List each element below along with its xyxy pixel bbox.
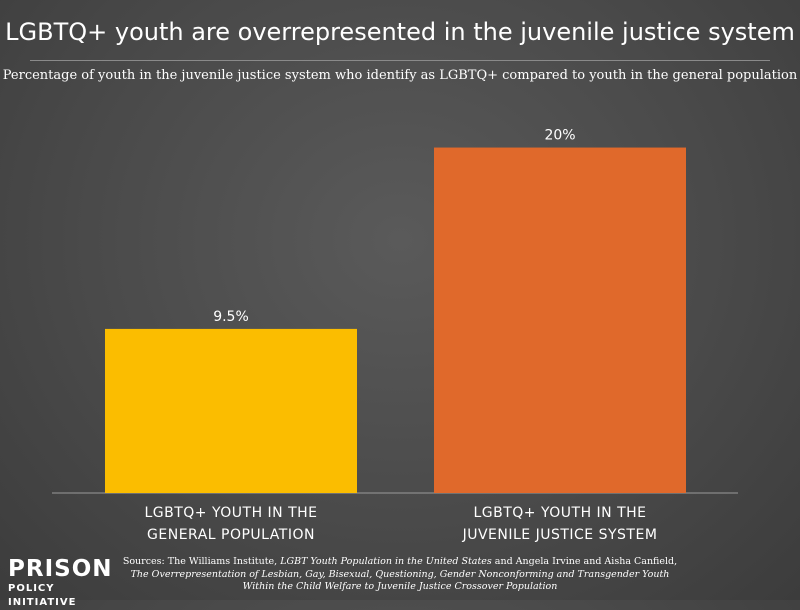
chart-subtitle: Percentage of youth in the juvenile just… [2, 68, 798, 83]
source-text: Sources: The Williams Institute, [122, 556, 281, 567]
source-title: LGBT Youth Population in the United Stat… [280, 556, 492, 567]
data-label: 9.5% [213, 309, 249, 325]
title-divider [30, 60, 770, 61]
prison-policy-initiative-logo: PRISON POLICY INITIATIVE [8, 556, 113, 610]
source-title: The Overrepresentation of Lesbian, Gay, … [130, 568, 670, 593]
logo-wordmark-bottom: POLICY INITIATIVE [8, 583, 77, 608]
source-text: and Angela Irvine and Aisha Canfield, [491, 556, 678, 567]
category-label-line: LGBTQ+ YOUTH IN THE [473, 505, 647, 521]
logo-wordmark-top: PRISON [8, 556, 113, 582]
data-label: 20% [544, 128, 575, 144]
bar-juvenile-justice [434, 147, 686, 493]
bar-general-population [105, 328, 357, 493]
category-label-line: JUVENILE JUSTICE SYSTEM [462, 527, 658, 543]
chart-title: LGBTQ+ youth are overrepresented in the … [5, 18, 795, 46]
category-label-line: GENERAL POPULATION [147, 527, 315, 543]
category-label-juvenile-justice: LGBTQ+ YOUTH IN THE JUVENILE JUSTICE SYS… [434, 502, 686, 546]
category-label-general-population: LGBTQ+ YOUTH IN THE GENERAL POPULATION [105, 502, 357, 546]
category-label-line: LGBTQ+ YOUTH IN THE [144, 505, 318, 521]
sources-note: Sources: The Williams Institute, LGBT Yo… [120, 556, 680, 594]
